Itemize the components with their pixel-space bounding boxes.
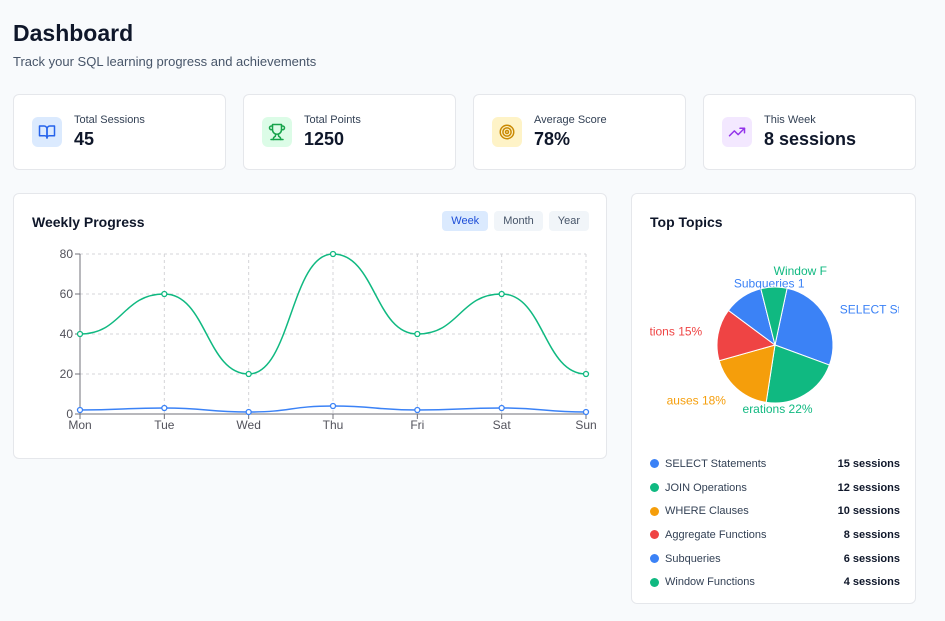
legend-dot — [650, 483, 659, 493]
x-tick-label: Tue — [154, 418, 175, 432]
data-point — [414, 406, 421, 414]
pie-label: auses 18% — [667, 393, 727, 407]
page-subtitle: Track your SQL learning progress and ach… — [13, 54, 317, 69]
weekly-progress-title: Weekly Progress — [32, 214, 145, 230]
range-tabs: Week Month Year — [442, 211, 589, 231]
data-point — [245, 370, 252, 378]
legend-name: SELECT Statements — [665, 457, 767, 470]
legend-count: 8 sessions — [843, 528, 900, 541]
x-tick-label: Wed — [236, 418, 260, 432]
topics-legend: SELECT Statements 15 sessions JOIN Operat… — [650, 452, 900, 594]
data-point — [498, 290, 505, 298]
top-topics-title: Top Topics — [650, 214, 723, 230]
stat-value: 8 sessions — [764, 129, 857, 149]
stat-label: This Week — [764, 114, 816, 126]
legend-name: WHERE Clauses — [665, 505, 749, 518]
pie-slice — [718, 344, 776, 403]
weekly-progress-chart: 0 20 40 60 80 Mon Tue Wed Thu Fri Sat Sun — [60, 247, 597, 432]
x-tick-label: Fri — [410, 418, 424, 432]
data-point — [582, 408, 590, 416]
stat-card-this-week: This Week 8 sessions — [703, 94, 916, 170]
data-point — [161, 404, 168, 412]
legend-name: Subqueries — [665, 552, 721, 565]
stat-card-total-points: Total Points 1250 — [243, 94, 456, 170]
pie-label: Window F — [774, 264, 827, 278]
legend-dot — [650, 506, 659, 516]
top-topics-card: Top Topics SELECT State erations 22% auses… — [631, 193, 916, 604]
stat-card-average-score: Average Score 78% — [473, 94, 686, 170]
legend-count: 10 sessions — [837, 505, 900, 518]
data-point — [76, 330, 84, 338]
tab-week[interactable]: Week — [442, 211, 489, 231]
pie-label: Subqueries 1 — [734, 276, 805, 290]
stat-card-total-sessions: Total Sessions 45 — [13, 94, 226, 170]
legend-name: Aggregate Functions — [665, 528, 767, 541]
data-point — [414, 330, 421, 338]
page-title: Dashboard — [13, 20, 134, 46]
stat-label: Average Score — [534, 114, 607, 126]
x-tick-label: Sat — [493, 418, 512, 432]
legend-dot — [650, 577, 659, 587]
x-tick-label: Sun — [575, 418, 596, 432]
legend-dot — [650, 530, 659, 540]
pie-label: SELECT State — [840, 302, 917, 316]
weekly-progress-card: Weekly Progress Week Month Year 0 20 40 60 8… — [13, 193, 607, 459]
stat-value: 45 — [74, 129, 95, 149]
stat-value: 78% — [534, 129, 571, 149]
legend-item: Window Functions 4 sessions — [650, 570, 900, 594]
pie-label: erations 22% — [743, 402, 813, 416]
legend-count: 6 sessions — [843, 552, 900, 565]
pie-slice — [774, 287, 834, 366]
x-tick-label: Mon — [68, 418, 91, 432]
top-topics-pie-chart: SELECT State erations 22% auses 18% gregate… — [632, 264, 917, 416]
legend-item: WHERE Clauses 10 sessions — [650, 499, 900, 523]
legend-item: Subqueries 6 sessions — [650, 547, 900, 571]
data-point — [161, 290, 168, 298]
tab-month[interactable]: Month — [494, 211, 543, 231]
pie-slice — [760, 286, 788, 346]
data-point — [582, 370, 590, 378]
y-tick-label: 0 — [66, 407, 73, 421]
legend-dot — [650, 554, 659, 564]
trophy-icon — [262, 117, 292, 147]
legend-item: Aggregate Functions 8 sessions — [650, 523, 900, 547]
stat-label: Total Points — [304, 114, 361, 126]
tab-year[interactable]: Year — [548, 211, 589, 231]
legend-name: JOIN Operations — [665, 481, 747, 494]
legend-count: 15 sessions — [837, 457, 900, 470]
pie-label: gregate Functions 15% — [632, 325, 703, 339]
trending-up-icon — [722, 117, 752, 147]
legend-dot — [650, 459, 659, 469]
legend-item: SELECT Statements 15 sessions — [650, 452, 900, 476]
stat-value: 1250 — [304, 129, 345, 149]
legend-name: Window Functions — [665, 576, 755, 589]
legend-count: 4 sessions — [843, 576, 900, 589]
book-icon — [32, 117, 62, 147]
data-point — [498, 404, 505, 412]
legend-count: 12 sessions — [837, 481, 900, 494]
data-point — [76, 406, 84, 414]
data-point — [245, 408, 252, 416]
y-tick-label: 80 — [60, 247, 74, 261]
y-tick-label: 20 — [60, 367, 74, 381]
y-tick-label: 60 — [60, 287, 74, 301]
target-icon — [492, 117, 522, 147]
y-tick-label: 40 — [60, 327, 74, 341]
pie-slice — [765, 344, 831, 404]
x-tick-label: Thu — [323, 418, 344, 432]
data-point — [329, 250, 337, 258]
stat-label: Total Sessions — [74, 114, 145, 126]
legend-item: JOIN Operations 12 sessions — [650, 476, 900, 500]
data-point — [329, 402, 337, 410]
pie-group: SELECT State erations 22% auses 18% gregate… — [632, 264, 917, 416]
pie-slice — [716, 309, 777, 362]
